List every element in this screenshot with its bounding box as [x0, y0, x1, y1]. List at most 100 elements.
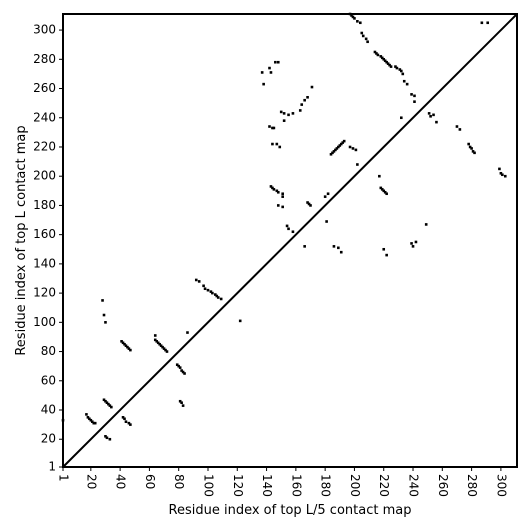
contact-point	[395, 66, 399, 70]
contact-point	[331, 151, 334, 155]
contact-point	[90, 420, 94, 423]
contact-point	[269, 185, 273, 188]
contact-point	[287, 227, 290, 231]
x-tick-label: 60	[143, 474, 157, 489]
contact-point	[379, 55, 383, 58]
contact-point	[382, 189, 386, 193]
contact-point	[180, 369, 183, 372]
contact-point	[178, 366, 182, 369]
y-tick-label: 300	[33, 23, 56, 37]
contact-point	[306, 201, 309, 204]
contact-point	[121, 416, 125, 419]
contact-point	[498, 167, 501, 171]
contact-point	[104, 321, 107, 324]
contact-point	[375, 52, 378, 55]
contact-point	[339, 250, 343, 254]
contact-point	[272, 126, 276, 130]
x-tick-label: 100	[201, 474, 215, 497]
contact-point	[341, 141, 345, 144]
contact-point	[501, 173, 504, 177]
contact-point	[342, 139, 346, 143]
contact-point	[105, 401, 109, 404]
contact-point	[276, 60, 280, 64]
contact-point	[470, 147, 473, 150]
contact-point	[101, 299, 104, 302]
contact-point	[159, 344, 163, 348]
y-tick-label: 260	[33, 81, 56, 95]
contact-point	[385, 192, 388, 196]
contact-point	[455, 125, 459, 128]
contact-point	[325, 220, 328, 223]
contact-point	[282, 119, 286, 122]
contact-point	[329, 152, 333, 156]
y-axis-ticks: 1204060801001201401601802002202402602803…	[33, 23, 63, 474]
contact-point	[298, 109, 302, 112]
contact-point	[268, 66, 271, 70]
contact-point	[405, 82, 409, 86]
contact-point	[332, 150, 336, 153]
contact-point	[206, 288, 210, 292]
contact-point	[300, 103, 304, 106]
x-tick-label: 160	[289, 474, 303, 497]
contact-point	[281, 205, 284, 209]
contact-point	[380, 188, 384, 191]
contact-point	[181, 404, 185, 407]
contact-point	[379, 186, 383, 190]
contact-point	[382, 247, 386, 251]
contact-point	[129, 348, 132, 352]
contact-point	[89, 418, 93, 422]
contact-point	[271, 142, 274, 146]
y-tick-label: 60	[41, 373, 56, 387]
contact-point	[364, 37, 368, 41]
contact-point	[356, 20, 359, 23]
contact-point	[400, 116, 403, 120]
contact-point	[209, 290, 213, 293]
contact-point	[432, 113, 435, 117]
contact-point	[366, 40, 369, 44]
y-tick-label: 1	[48, 460, 56, 474]
contact-point	[385, 60, 388, 64]
contact-point	[486, 21, 490, 25]
x-tick-label: 200	[348, 474, 362, 497]
contact-point	[102, 398, 106, 402]
contact-point	[410, 93, 413, 96]
contact-point	[414, 240, 418, 244]
y-tick-label: 160	[33, 227, 56, 241]
contact-point	[202, 284, 205, 288]
contact-point	[127, 421, 131, 425]
contact-point	[353, 17, 356, 20]
contact-point	[480, 21, 484, 25]
y-tick-label: 240	[33, 110, 56, 124]
contact-point	[389, 65, 393, 68]
contact-point	[121, 341, 125, 345]
contact-point	[88, 417, 91, 421]
contact-point	[276, 204, 280, 207]
x-tick-label: 140	[260, 474, 274, 497]
contact-point	[383, 190, 387, 194]
x-tick-label: 20	[84, 474, 98, 489]
contact-point	[215, 294, 219, 298]
contact-point	[260, 71, 264, 74]
contact-point	[350, 14, 353, 17]
contact-point	[303, 245, 306, 248]
y-tick-label: 180	[33, 198, 56, 212]
contact-point	[183, 372, 186, 375]
contact-point	[337, 246, 340, 250]
contact-point	[275, 142, 279, 146]
y-axis-label: Residue index of top L contact map	[14, 125, 29, 355]
contact-point	[211, 291, 214, 295]
x-axis-label: Residue index of top L/5 contact map	[169, 503, 412, 518]
contact-point	[303, 98, 306, 102]
contact-point	[310, 85, 314, 89]
contact-point	[127, 347, 131, 350]
contact-point	[108, 437, 112, 441]
contact-point	[307, 202, 311, 206]
contact-point	[339, 142, 343, 146]
contact-point	[291, 230, 295, 234]
contact-point	[337, 145, 340, 149]
contact-point	[271, 186, 274, 190]
contact-point	[429, 114, 432, 118]
contact-point	[107, 402, 110, 406]
contact-point	[291, 112, 295, 115]
y-tick-label: 100	[33, 315, 56, 329]
